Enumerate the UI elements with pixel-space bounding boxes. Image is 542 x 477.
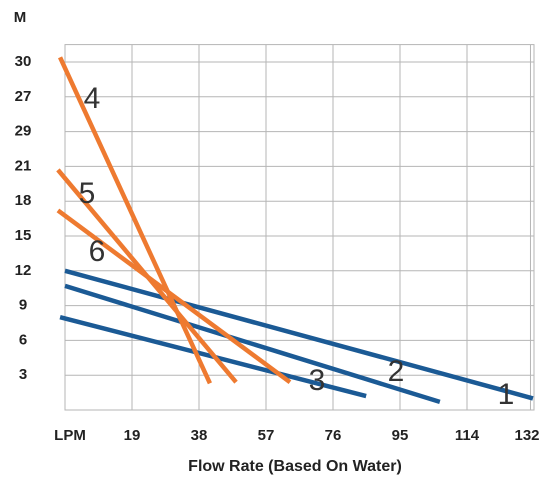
- series-label: 3: [309, 364, 326, 397]
- series-line: [58, 56, 212, 385]
- x-tick-label: 57: [258, 427, 275, 444]
- y-tick-label: 3: [19, 366, 27, 383]
- series-label: 6: [89, 235, 106, 268]
- series-line: [64, 283, 441, 405]
- x-axis-label: Flow Rate (Based On Water): [188, 458, 402, 475]
- series-label: 2: [388, 355, 405, 388]
- series-label: 4: [84, 82, 101, 115]
- y-tick-label: 18: [15, 192, 32, 209]
- x-tick-label: 38: [191, 427, 208, 444]
- y-tick-label: 21: [15, 157, 32, 174]
- x-tick-label: 19: [124, 427, 141, 444]
- x-tick-label: 76: [325, 427, 342, 444]
- y-tick-label: 6: [19, 331, 27, 348]
- series-label: 5: [79, 177, 96, 210]
- series-line: [56, 208, 292, 384]
- x-tick-label: 132: [514, 427, 539, 444]
- y-tick-label: 12: [15, 262, 32, 279]
- y-tick-label: 30: [15, 53, 32, 70]
- y-tick-label: 29: [15, 123, 32, 140]
- y-tick-label: 27: [15, 88, 32, 105]
- y-axis-label: M: [14, 9, 27, 26]
- x-tick-label: 95: [392, 427, 409, 444]
- series-line: [64, 268, 534, 401]
- x-unit-label: LPM: [54, 427, 86, 444]
- plot-frame: [64, 44, 535, 411]
- x-tick-label: 114: [455, 427, 480, 444]
- y-tick-label: 9: [19, 297, 27, 314]
- series-label: 1: [498, 378, 515, 411]
- y-tick-label: 15: [15, 227, 32, 244]
